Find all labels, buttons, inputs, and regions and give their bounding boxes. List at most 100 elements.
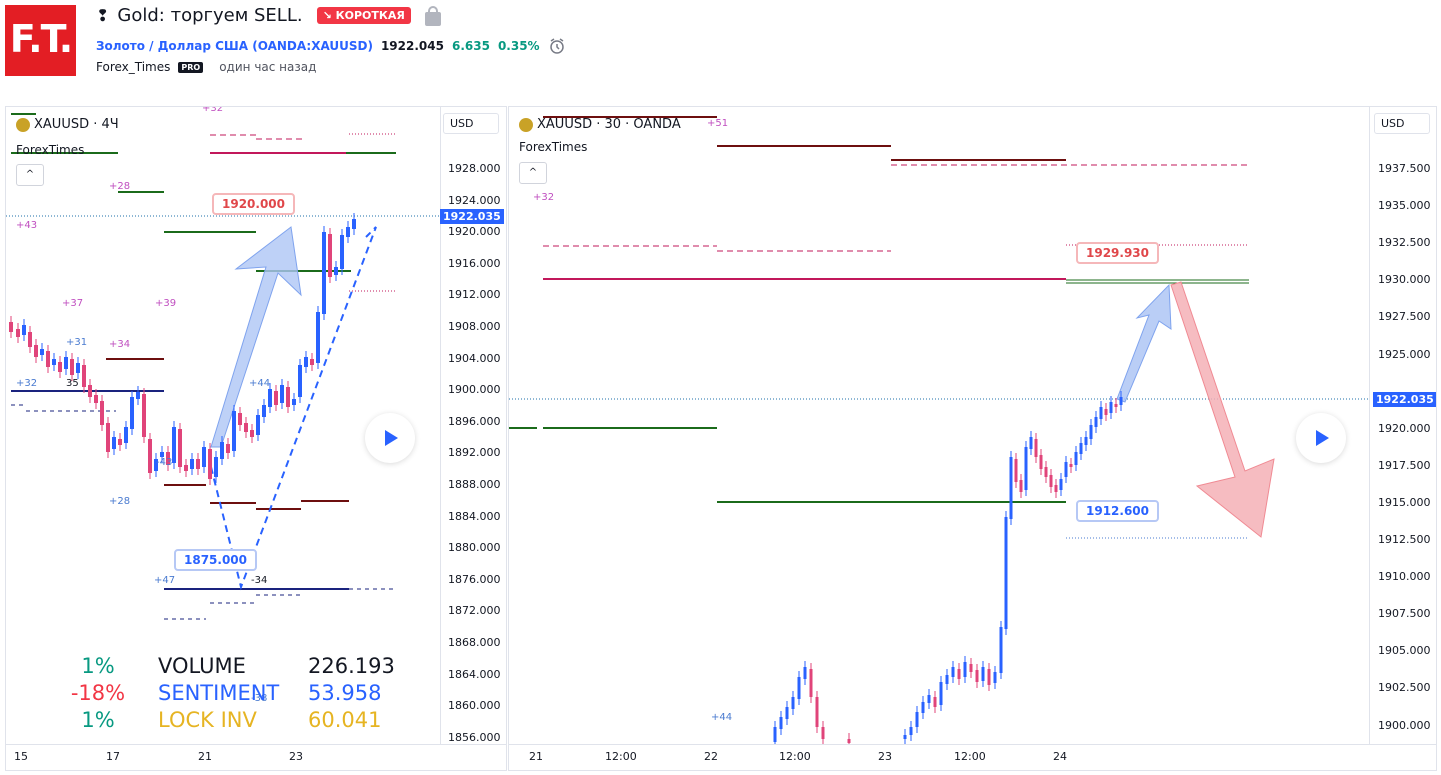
collapse-button[interactable]: ^ [16,164,44,186]
right-x-tick: 24 [1053,750,1067,763]
right-x-tick: 21 [529,750,543,763]
candle-body [76,363,80,373]
candle-body [166,452,170,465]
candle-body [909,727,913,735]
right-y-tick: 1927.500 [1378,310,1431,324]
right-low-callout: 1912.600 [1076,500,1160,522]
left-low-callout: 1875.000 [174,549,258,571]
right-y-tick: 1935.000 [1378,199,1431,213]
candle-body [148,439,152,473]
level-label: -43 [156,457,173,468]
level-label: +51 [707,118,729,129]
left-y-tick: 1880.000 [448,541,501,555]
candle-body [286,387,290,407]
candle-body [1064,462,1068,477]
candle-body [981,667,985,681]
gold-coin-icon [16,117,30,132]
candle-body [208,449,212,479]
left-y-tick: 1856.000 [448,730,501,744]
pro-badge: PRO [178,61,204,73]
candle-body [963,662,967,677]
candle-body [1004,517,1008,629]
right-x-tick: 23 [878,750,892,763]
candle-body [94,395,98,403]
indicator-stats: 1% VOLUME 226.193 -18% SENTIMENT 53.958 … [68,653,428,734]
published-time: один час назад [219,60,317,74]
alarm-clock-icon[interactable] [548,37,566,55]
left-chart-canvas[interactable] [6,107,440,744]
candle-body [791,697,795,709]
level-label: +37 [62,298,84,309]
right-currency-select[interactable]: USD [1374,113,1430,134]
candle-body [304,357,308,367]
left-y-tick: 1884.000 [448,509,501,523]
level-label: +44 [711,712,733,723]
candle-body [779,717,783,729]
right-chart-canvas[interactable] [509,107,1369,744]
candle-body [1069,464,1073,467]
candle-body [773,727,777,742]
candle-body [815,697,819,727]
candle-body [999,627,1003,673]
symbol-link[interactable]: Золото / Доллар США (OANDA:XAUUSD) [96,39,373,53]
author-name[interactable]: Forex_Times [96,60,171,74]
left-y-tick: 1920.000 [448,225,501,239]
left-chart-panel[interactable]: 1928.000 1924.000 1920.000 1916.000 1912.000… [5,106,507,771]
candle-body [809,669,813,697]
candle-body [190,459,194,469]
level-label: 35 [66,378,79,389]
level-label: +32 [16,378,38,389]
right-symbol-label[interactable]: XAUUSD · 30 · OANDA [519,117,681,132]
candle-body [334,267,338,275]
price-change: 6.635 [451,39,490,53]
collapse-button[interactable]: ^ [519,162,547,184]
left-symbol-label[interactable]: XAUUSD · 4Ч [16,117,119,132]
candle-body [280,385,284,403]
candle-body [1029,437,1033,449]
short-badge: ↘ КОРОТКАЯ [316,7,411,24]
level-label: +44 [249,378,271,389]
candle-body [130,397,134,429]
candle-body [172,427,176,463]
level-label: +43 [16,220,38,231]
left-y-tick: 1872.000 [448,604,501,618]
candle-body [1084,437,1088,445]
last-price: 1922.045 [380,39,444,53]
forex-times-logo[interactable]: F.T. [5,5,76,76]
left-watermark: ForexTimes [16,143,85,157]
level-label: +32 [202,106,224,114]
right-x-tick: 12:00 [954,750,986,763]
left-y-tick: 1860.000 [448,699,501,713]
candle-body [1074,452,1078,465]
stat-name: VOLUME [158,654,246,678]
right-x-tick: 22 [704,750,718,763]
candle-body [821,727,825,739]
candle-body [1119,397,1123,405]
left-time-axis [6,744,506,770]
level-label: -38 [251,693,268,704]
right-x-tick: 12:00 [605,750,637,763]
left-currency-select[interactable]: USD [443,113,499,134]
candle-body [1109,402,1113,413]
right-price-axis [1369,107,1436,744]
candle-body [34,345,38,357]
right-y-tick: 1930.000 [1378,273,1431,287]
left-y-tick: 1928.000 [448,162,501,175]
right-play-button[interactable] [1296,413,1346,463]
candle-body [316,312,320,363]
right-candles [773,391,1123,744]
left-candles [9,213,356,485]
candle-body [28,332,32,347]
candle-body [106,423,110,452]
lock-icon [424,5,441,26]
candle-body [945,675,949,684]
right-y-tick: 1910.000 [1378,570,1431,584]
left-y-tick: 1924.000 [448,193,501,207]
candle-body [178,429,182,467]
left-play-button[interactable] [365,413,415,463]
right-x-tick: 12:00 [779,750,811,763]
left-x-tick: 21 [198,750,212,763]
candle-body [268,389,272,407]
right-chart-panel[interactable]: 1937.500 1935.000 1932.500 1930.000 1927.500… [508,106,1437,771]
left-current-price: 1922.035 [440,209,504,224]
